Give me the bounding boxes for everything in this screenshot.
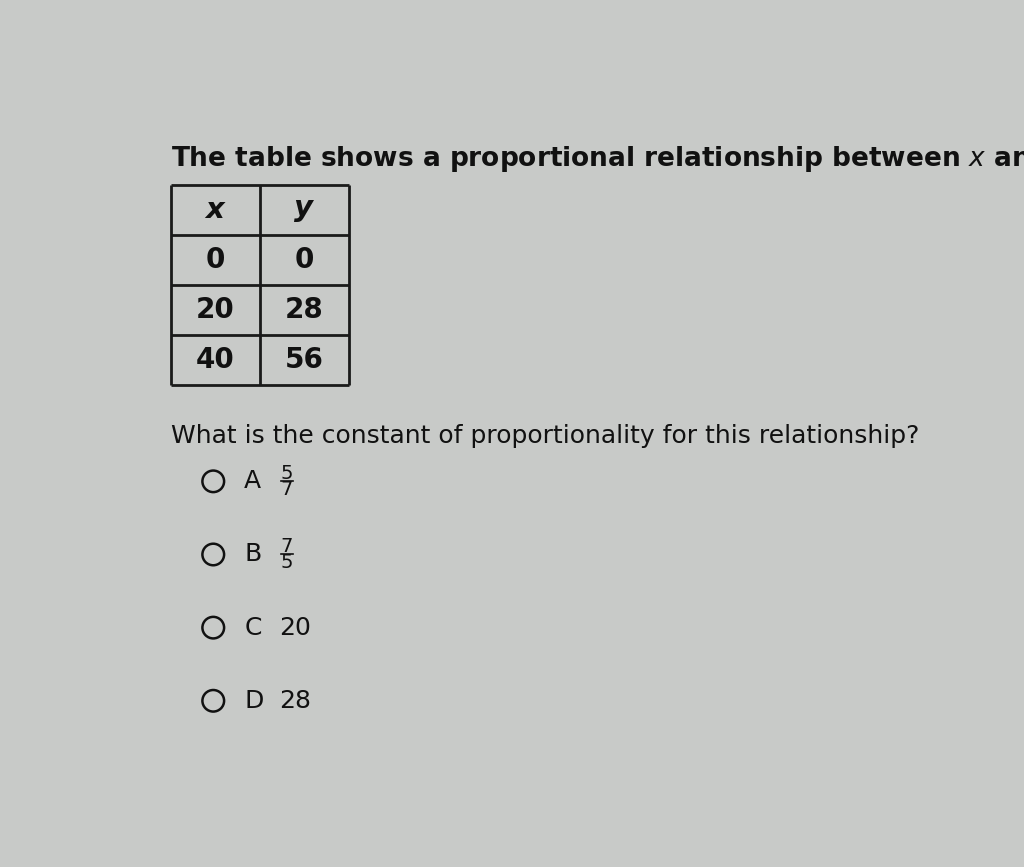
- Text: The table shows a proportional relationship between $\it{x}$ and $\it{y}$.: The table shows a proportional relations…: [171, 144, 1024, 174]
- Text: 28: 28: [280, 688, 311, 713]
- Text: 40: 40: [196, 346, 234, 374]
- Text: B: B: [245, 543, 261, 566]
- Text: C: C: [245, 616, 261, 640]
- Text: What is the constant of proportionality for this relationship?: What is the constant of proportionality …: [171, 424, 919, 447]
- Text: D: D: [245, 688, 263, 713]
- Text: 56: 56: [285, 346, 324, 374]
- Text: $\mathbfit{x}$: $\mathbfit{x}$: [204, 196, 226, 224]
- Text: $\mathbfit{y}$: $\mathbfit{y}$: [293, 196, 315, 224]
- Text: 20: 20: [196, 296, 234, 324]
- Text: 20: 20: [280, 616, 311, 640]
- Text: 0: 0: [206, 246, 225, 274]
- Text: 7: 7: [281, 538, 293, 557]
- Text: 5: 5: [281, 553, 293, 572]
- Text: A: A: [245, 469, 261, 493]
- Text: 28: 28: [285, 296, 324, 324]
- Text: 0: 0: [295, 246, 314, 274]
- Text: 7: 7: [281, 480, 293, 499]
- Text: 5: 5: [281, 464, 293, 483]
